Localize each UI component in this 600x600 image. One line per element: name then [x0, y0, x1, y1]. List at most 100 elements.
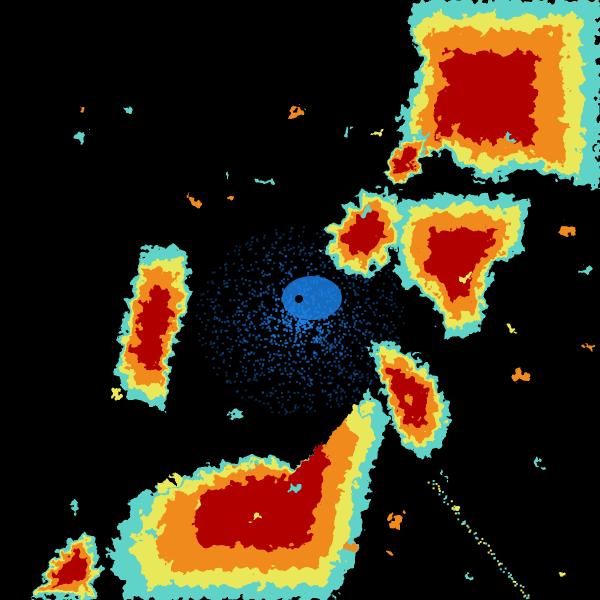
clear-air-pixel	[320, 337, 323, 340]
clear-air-pixel	[349, 349, 352, 352]
clear-air-pixel	[239, 310, 242, 313]
clear-air-pixel	[331, 353, 334, 356]
west-storm-band	[115, 245, 190, 410]
clear-air-pixel	[356, 354, 359, 357]
clear-air-pixel	[383, 324, 386, 327]
heavy-echo	[395, 145, 418, 176]
clear-air-pixel	[219, 266, 222, 269]
heavy-echo	[435, 53, 536, 149]
clear-air-pixel	[330, 343, 333, 346]
clear-air-pixel	[341, 322, 344, 325]
clear-air-pixel	[320, 331, 323, 334]
clear-air-pixel	[211, 358, 214, 361]
clear-air-pixel	[280, 269, 283, 272]
clear-air-pixel	[225, 273, 228, 276]
clear-air-pixel	[274, 326, 277, 329]
clear-air-pixel	[315, 274, 318, 277]
clear-air-pixel	[300, 241, 303, 244]
clear-air-pixel	[264, 291, 267, 294]
clear-air-pixel	[319, 250, 322, 253]
clear-air-pixel	[262, 291, 265, 294]
clear-air-pixel	[264, 313, 267, 316]
clear-air-pixel	[353, 378, 356, 381]
clear-air-pixel	[353, 335, 356, 338]
clear-air-pixel	[287, 399, 290, 402]
small-echo	[78, 106, 84, 114]
clear-air-pixel	[386, 325, 389, 328]
clear-air-pixel	[201, 343, 204, 346]
clear-air-pixel	[214, 311, 217, 314]
streak-pixel	[490, 553, 493, 556]
streak-pixel	[522, 591, 525, 594]
streak-pixel	[462, 521, 465, 524]
clear-air-pixel	[260, 322, 263, 325]
clear-air-pixel	[330, 382, 333, 385]
clear-air-pixel	[393, 302, 396, 305]
clear-air-pixel	[303, 350, 306, 353]
clear-air-pixel	[256, 239, 259, 242]
clear-air-pixel	[328, 267, 331, 270]
clear-air-pixel	[223, 264, 226, 267]
clear-air-pixel	[366, 373, 369, 376]
clear-air-pixel	[353, 289, 356, 292]
clear-air-pixel	[290, 329, 293, 332]
clear-air-pixel	[235, 390, 238, 393]
clear-air-pixel	[225, 269, 228, 272]
clear-air-pixel	[248, 284, 251, 287]
clear-air-pixel	[297, 245, 300, 248]
clear-air-pixel	[308, 266, 311, 269]
clear-air-pixel	[346, 304, 349, 307]
clear-air-pixel	[236, 375, 239, 378]
clear-air-pixel	[202, 337, 205, 340]
streak-pixel	[438, 493, 441, 496]
clear-air-pixel	[228, 379, 231, 382]
clear-air-pixel	[298, 328, 301, 331]
clear-air-pixel	[373, 270, 376, 273]
clear-air-pixel	[395, 340, 398, 343]
clear-air-pixel	[204, 328, 207, 331]
clear-air-pixel	[372, 275, 375, 278]
clear-air-pixel	[400, 310, 403, 313]
clear-air-pixel	[223, 359, 226, 362]
precipitation-cells	[30, 0, 600, 600]
clear-air-pixel	[215, 317, 218, 320]
clear-air-pixel	[282, 322, 285, 325]
clear-air-pixel	[216, 317, 219, 320]
clear-air-pixel	[292, 246, 295, 249]
clear-air-pixel	[263, 247, 266, 250]
clear-air-pixel	[383, 323, 386, 326]
clear-air-pixel	[266, 292, 269, 295]
small-echo	[362, 204, 371, 214]
clear-air-pixel	[335, 391, 338, 394]
clear-air-pixel	[289, 339, 292, 342]
clear-air-pixel	[322, 344, 325, 347]
clear-air-pixel	[390, 292, 393, 295]
clear-air-pixel	[210, 280, 213, 283]
clear-air-pixel	[353, 323, 356, 326]
streak-pixel	[451, 507, 454, 510]
clear-air-pixel	[293, 392, 296, 395]
clear-air-pixel	[356, 372, 359, 375]
clear-air-pixel	[262, 274, 265, 277]
clear-air-pixel	[250, 248, 253, 251]
clear-air-pixel	[241, 341, 244, 344]
clear-air-pixel	[366, 376, 369, 379]
radial-spike-streak	[427, 479, 530, 600]
clear-air-pixel	[332, 345, 335, 348]
clear-air-pixel	[244, 353, 247, 356]
clear-air-pixel	[233, 249, 236, 252]
clear-air-pixel	[307, 272, 310, 275]
clear-air-pixel	[349, 377, 352, 380]
clear-air-pixel	[282, 264, 285, 267]
clear-air-pixel	[214, 305, 217, 308]
clear-air-pixel	[224, 262, 227, 265]
clear-air-pixel	[277, 344, 280, 347]
clear-air-pixel	[329, 399, 332, 402]
clear-air-pixel	[320, 344, 323, 347]
small-echo	[73, 500, 80, 510]
clear-air-pixel	[342, 336, 345, 339]
clear-air-pixel	[290, 247, 293, 250]
clear-air-pixel	[199, 317, 202, 320]
clear-air-pixel	[308, 332, 311, 335]
clear-air-pixel	[260, 287, 263, 290]
